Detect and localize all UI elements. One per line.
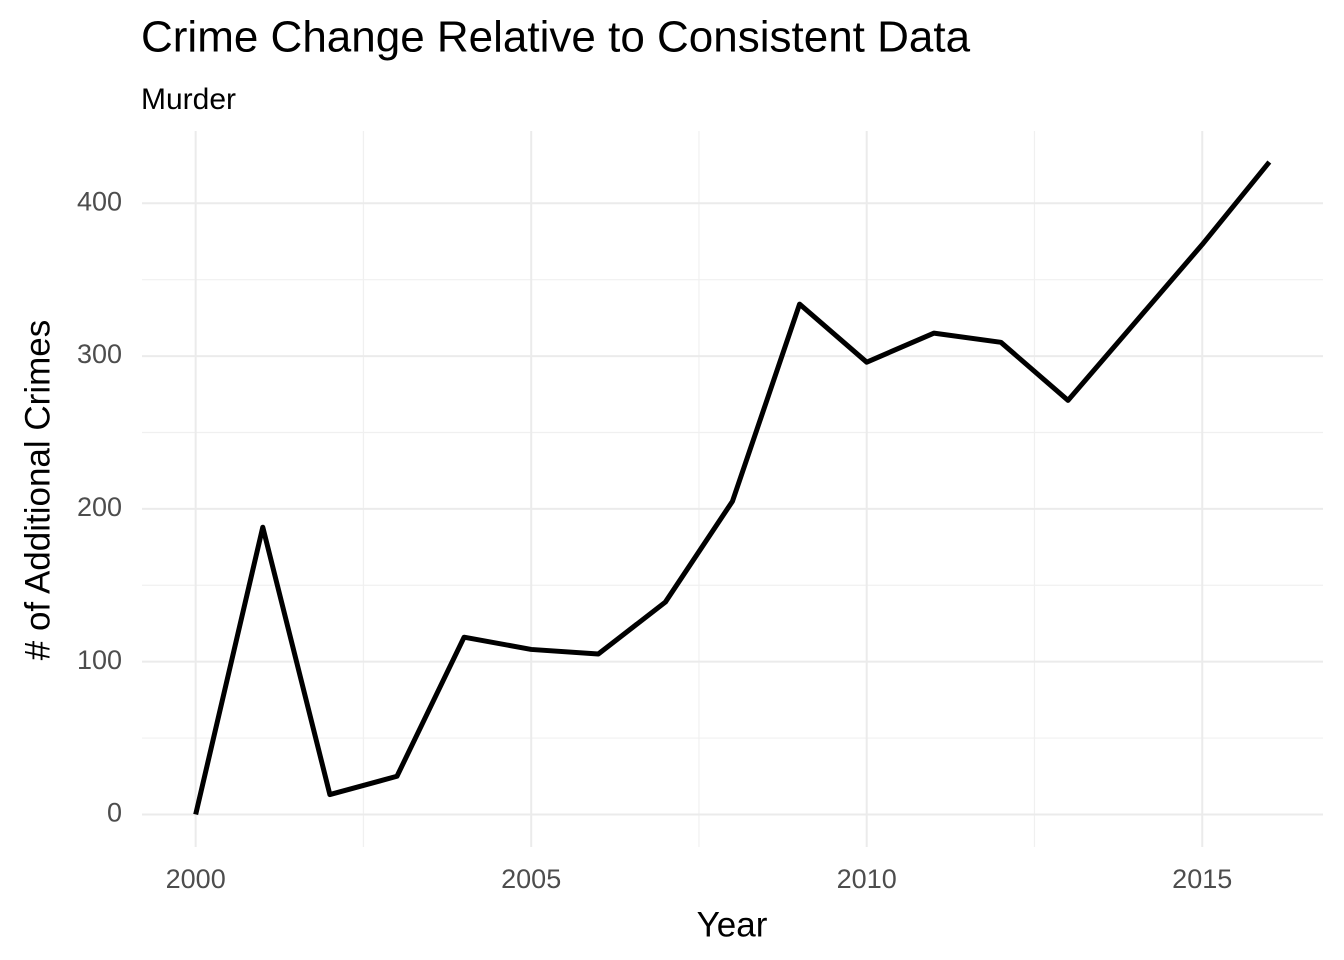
chart-subtitle: Murder	[141, 83, 236, 116]
plot	[193, 160, 1272, 816]
chart-title: Crime Change Relative to Consistent Data	[141, 13, 971, 62]
y-tick-label: 100	[77, 645, 122, 675]
y-tick-label: 300	[77, 339, 122, 369]
x-tick-label: 2010	[837, 864, 897, 894]
y-tick-label: 0	[107, 798, 122, 828]
y-tick-label: 400	[77, 186, 122, 216]
x-tick-label: 2000	[166, 864, 226, 894]
x-tick-label: 2005	[501, 864, 561, 894]
line	[193, 160, 1272, 816]
y-tick-label: 200	[77, 492, 122, 522]
x-axis-title: Year	[697, 905, 768, 944]
grid: 2000 2005 2010 2015 0 100 200 300 400	[77, 131, 1323, 894]
x-tick-label: 2015	[1172, 864, 1232, 894]
y-axis-title: # of Additional Crimes	[18, 320, 57, 660]
